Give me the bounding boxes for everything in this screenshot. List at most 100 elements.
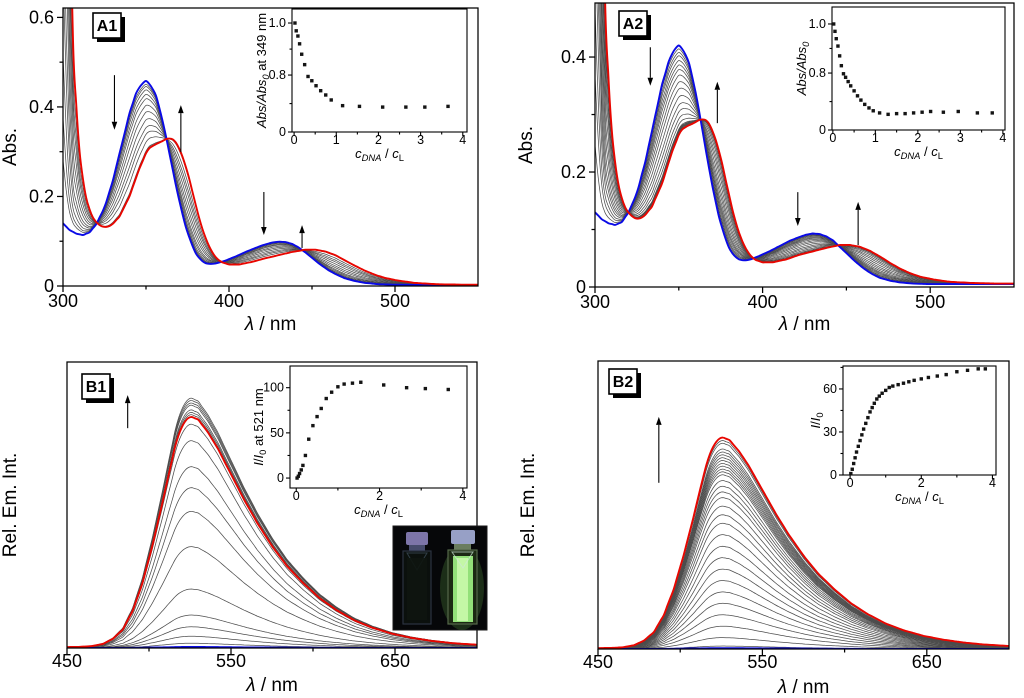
x-tick-label: 450 [52,651,82,671]
intermediate-spectrum [598,545,1009,649]
cuvette-photo [392,525,488,631]
inset-x-tick-label: 2 [376,489,383,503]
inset-y-tick-label: 0 [277,471,284,485]
x-tick-label: 500 [915,292,945,312]
axes [597,360,1010,655]
x-axis-label: λ / nm [777,677,830,698]
intermediate-spectrum [67,626,477,648]
shift-arrow-head [124,395,131,404]
intermediate-spectrum [67,614,477,648]
inset-scatter [295,380,450,480]
panel-tag: A1 [92,12,125,42]
axes [589,2,1015,293]
x-tick-label: 400 [214,291,244,311]
inset-y-tick-label: 1.0 [269,16,286,30]
y-tick-label: 0.4 [29,97,54,117]
inset-y-tick-label: 1.0 [809,17,826,31]
y-tick-label: 0.4 [561,47,586,67]
intermediate-spectrum [598,602,1009,649]
intermediate-spectrum [598,514,1009,649]
intermediate-spectrum [598,625,1009,649]
inset-x-axis-label: cDNA / cL [354,502,403,519]
intermediate-spectrum [598,448,1009,649]
intermediate-spectrum [598,440,1009,649]
shift-arrow-head [656,416,662,425]
inset-x-tick-label: 0 [293,489,300,503]
shift-arrow-head [794,218,801,227]
intermediate-spectrum [67,588,477,648]
x-tick-label: 400 [748,292,778,312]
panel-tag: B1 [81,373,114,403]
inset-y-tick-label: 100 [263,381,284,395]
x-tick-label: 500 [380,291,410,311]
intermediate-spectrum [598,580,1009,649]
inset-scatter [293,21,450,109]
intermediate-spectrum [71,8,478,286]
inset-x-tick-label: 2 [375,133,382,147]
final-spectrum-curve [604,3,1014,285]
inset-y-tick-label: 0 [819,123,826,137]
x-axis-label: λ / nm [245,675,298,696]
y-tick-label: 0.2 [561,162,586,182]
final-spectrum-curve [71,8,478,286]
shift-arrow-head [714,81,721,90]
inset-x-tick-label: 4 [999,131,1006,145]
initial-spectrum-curve [63,80,478,286]
inset-x-axis-label: cDNA / cL [355,146,404,163]
inset-y-tick-label: 0 [279,125,286,139]
inset-x-tick-label: 0 [291,133,298,147]
x-axis-label: λ / nm [778,314,831,335]
intermediate-spectrum [71,8,478,286]
x-tick-label: 450 [583,652,613,672]
panel-B1: 450 550 650 λ / nm Rel. Em. Int. 0 2 4 0 50 100 cDN… [0,361,488,696]
right-cuvette-cap [451,530,475,544]
inset-plot: 0 2 4 0 30 60 cDNA / cL I/I0 [808,365,997,506]
inset-y-tick-label: 0.8 [809,66,826,80]
x-tick-label: 650 [912,652,942,672]
y-tick-label: 0 [576,277,586,297]
shift-arrow-head [855,201,861,210]
panel-tag-label: A1 [97,18,118,35]
y-tick-label: 0 [44,276,54,296]
inset-y-tick-label: 0 [830,468,837,482]
inset-x-tick-label: 4 [459,133,466,147]
final-spectrum-curve [598,436,1009,649]
inset-y-tick-label: 60 [823,382,837,396]
y-tick-label: 0.2 [29,186,54,206]
intermediate-spectrum [598,522,1009,649]
panel-A2: 300 400 500 0 0.2 0.4 λ / nm Abs. 0 1 2 3 4 1.0 0.8 0 cD… [516,2,1015,335]
panel-tag-label: A2 [623,16,644,33]
intermediate-spectrum [598,454,1009,649]
inset-x-tick-label: 0 [829,131,836,145]
y-axis-label: Abs. [516,126,537,164]
x-tick-label: 300 [48,291,78,311]
x-tick-label: 550 [747,652,777,672]
inset-x-tick-label: 0 [847,476,854,490]
spectra-curves [63,8,478,286]
inset-x-tick-label: 4 [459,489,466,503]
inset-y-axis-label: I/I0 [808,412,825,428]
intermediate-spectrum [598,568,1009,649]
intermediate-spectrum [67,440,477,648]
intermediate-spectrum [598,505,1009,649]
inset-scatter [849,367,988,476]
intermediate-spectrum [67,466,477,648]
inset-x-tick-label: 2 [918,476,925,490]
initial-spectrum-curve [595,44,1014,286]
intermediate-spectrum [67,511,477,648]
intermediate-spectrum [598,457,1009,649]
inset-x-tick-label: 1 [333,133,340,147]
x-tick-label: 300 [580,292,610,312]
spectra-curves [598,436,1009,649]
intermediate-spectrum [598,614,1009,649]
x-axis-label: λ / nm [244,314,297,335]
inset-x-tick-label: 3 [417,133,424,147]
inset-x-tick-label: 1 [872,131,879,145]
inset-y-axis-label: I/I0 at 521 nm [251,388,268,466]
left-cuvette-cap [406,532,428,545]
panel-tag: A2 [618,10,651,40]
intermediate-spectrum [67,546,477,648]
inset-y-axis-label: Abs/Abs0 [794,41,811,96]
intermediate-spectrum [598,442,1009,649]
